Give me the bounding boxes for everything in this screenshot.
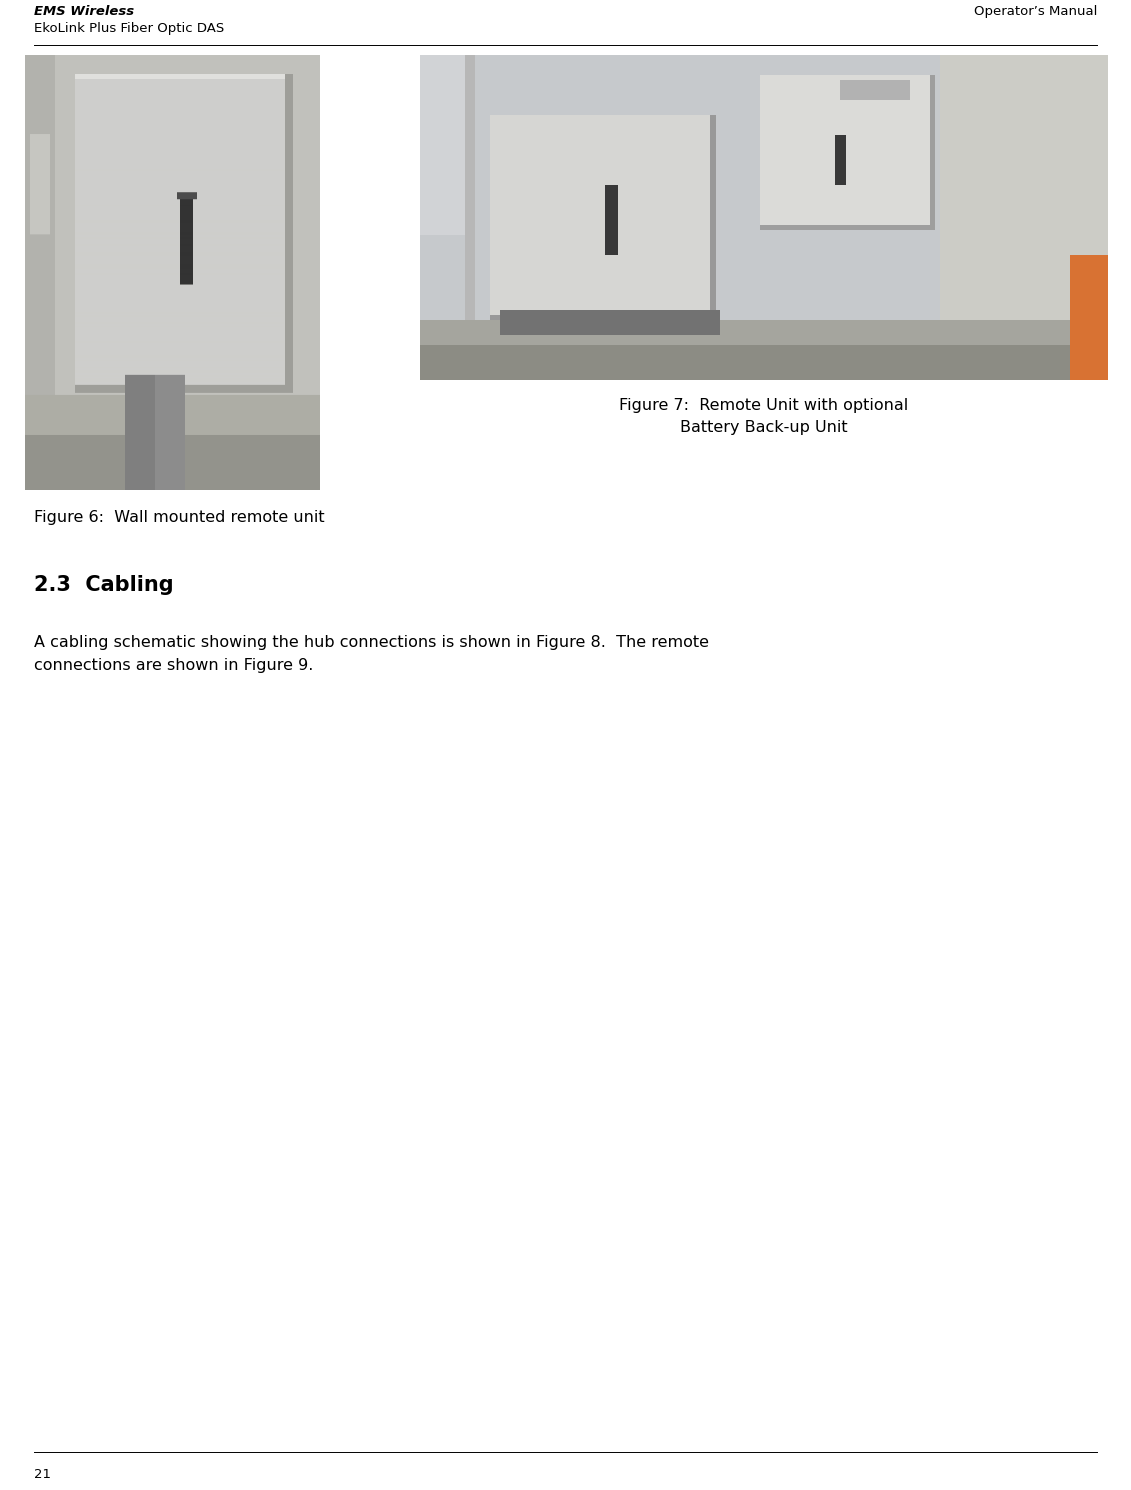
Text: Battery Back-up Unit: Battery Back-up Unit <box>680 420 848 435</box>
Text: EkoLink Plus Fiber Optic DAS: EkoLink Plus Fiber Optic DAS <box>34 22 224 34</box>
Text: A cabling schematic showing the hub connections is shown in Figure 8.  The remot: A cabling schematic showing the hub conn… <box>34 635 709 650</box>
Text: Figure 6:  Wall mounted remote unit: Figure 6: Wall mounted remote unit <box>34 510 325 524</box>
Text: connections are shown in Figure 9.: connections are shown in Figure 9. <box>34 659 313 673</box>
Text: 21: 21 <box>34 1468 51 1481</box>
Text: Figure 7:  Remote Unit with optional: Figure 7: Remote Unit with optional <box>620 398 908 413</box>
Text: Operator’s Manual: Operator’s Manual <box>974 4 1097 18</box>
Text: 2.3  Cabling: 2.3 Cabling <box>34 575 173 595</box>
Text: EMS Wireless: EMS Wireless <box>34 4 135 18</box>
